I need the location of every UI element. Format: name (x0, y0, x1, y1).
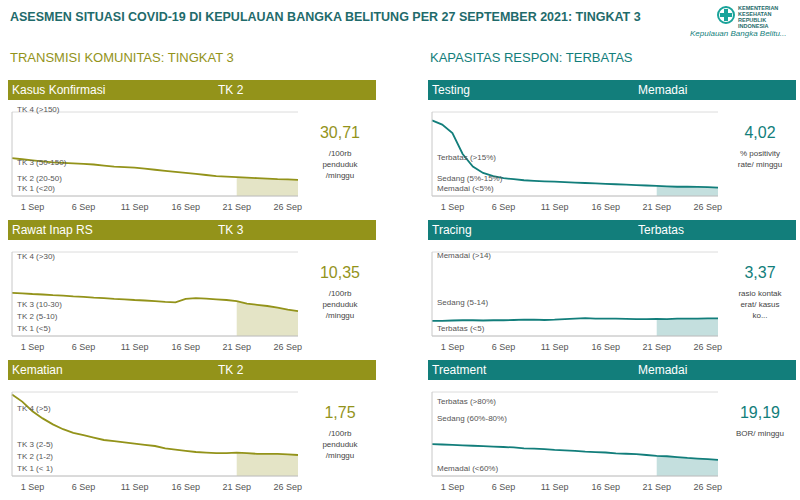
html-text:Kasus Konfirmasi: Kasus Konfirmasi (12, 83, 106, 97)
svg-text:Sedang (60%-80%): Sedang (60%-80%) (437, 414, 507, 423)
svg-text:16 Sep: 16 Sep (591, 482, 620, 492)
svg-text:21 Sep: 21 Sep (222, 202, 251, 212)
html-text:TK 3: TK 3 (218, 223, 244, 237)
svg-text:11 Sep: 11 Sep (541, 202, 569, 212)
svg-text:6 Sep: 6 Sep (72, 202, 96, 212)
svg-text:TK 4 (>150): TK 4 (>150) (17, 105, 60, 114)
html-text:Tracing: Tracing (432, 223, 472, 237)
svg-text:Sedang (5%-15%): Sedang (5%-15%) (437, 174, 503, 183)
svg-text:TK 3 (50-150): TK 3 (50-150) (17, 158, 67, 167)
svg-text:TK 1 (<5): TK 1 (<5) (17, 324, 51, 333)
html-text:Testing: Testing (432, 83, 470, 97)
html-text:Memadai: Memadai (638, 83, 688, 97)
svg-text:21 Sep: 21 Sep (642, 202, 671, 212)
svg-text:TK 2 (5-10): TK 2 (5-10) (17, 312, 58, 321)
svg-text:Terbatas (<5): Terbatas (<5) (437, 324, 485, 333)
svg-text:1 Sep: 1 Sep (441, 342, 465, 352)
html-text:Terbatas: Terbatas (638, 223, 684, 237)
svg-text:16 Sep: 16 Sep (171, 342, 200, 352)
svg-text:26 Sep: 26 Sep (274, 202, 303, 212)
html-text:3,37: 3,37 (744, 264, 776, 281)
html-text:BOR/ minggu: BOR/ minggu (736, 429, 784, 438)
html-text:/100rb penduduk /minggu: /100rb penduduk /minggu (322, 149, 358, 180)
html-text:/100rb penduduk /minggu: /100rb penduduk /minggu (322, 429, 358, 460)
svg-text:TK 4 (>30): TK 4 (>30) (17, 252, 55, 261)
html-text:TK 2: TK 2 (218, 83, 244, 97)
svg-text:26 Sep: 26 Sep (274, 342, 303, 352)
html-text:30,71: 30,71 (320, 124, 360, 141)
svg-text:6 Sep: 6 Sep (492, 482, 516, 492)
svg-text:Sedang (5-14): Sedang (5-14) (437, 298, 488, 307)
svg-text:16 Sep: 16 Sep (171, 482, 200, 492)
svg-text:TK 1 (<20): TK 1 (<20) (17, 184, 55, 193)
svg-text:Terbatas (>80%): Terbatas (>80%) (437, 397, 496, 406)
svg-text:26 Sep: 26 Sep (694, 202, 723, 212)
html-text:% positivity rate/ minggu: % positivity rate/ minggu (737, 149, 783, 169)
svg-text:6 Sep: 6 Sep (72, 482, 96, 492)
svg-text:6 Sep: 6 Sep (492, 202, 516, 212)
html-text:TK 2: TK 2 (218, 363, 244, 377)
svg-text:21 Sep: 21 Sep (642, 482, 671, 492)
svg-text:26 Sep: 26 Sep (694, 482, 723, 492)
svg-text:16 Sep: 16 Sep (171, 202, 200, 212)
svg-text:21 Sep: 21 Sep (222, 342, 251, 352)
svg-text:1 Sep: 1 Sep (21, 202, 45, 212)
svg-text:21 Sep: 21 Sep (642, 342, 671, 352)
html-text:Rawat Inap RS: Rawat Inap RS (12, 223, 93, 237)
svg-text:26 Sep: 26 Sep (694, 342, 723, 352)
svg-text:6 Sep: 6 Sep (492, 342, 516, 352)
svg-text:Memadai (<5%): Memadai (<5%) (437, 184, 494, 193)
html-text:/100rb penduduk /minggu: /100rb penduduk /minggu (322, 289, 358, 320)
html-text:REPUBLIK: REPUBLIK (738, 17, 767, 23)
svg-text:26 Sep: 26 Sep (274, 482, 303, 492)
html-text:Kepulauan Bangka Belitu...: Kepulauan Bangka Belitu... (690, 29, 787, 38)
html-text:INDONESIA: INDONESIA (738, 23, 769, 29)
svg-text:11 Sep: 11 Sep (121, 342, 149, 352)
svg-text:Memadai (<60%): Memadai (<60%) (437, 464, 498, 473)
svg-text:TK 3 (2-5): TK 3 (2-5) (17, 440, 53, 449)
svg-text:16 Sep: 16 Sep (591, 202, 620, 212)
html-text:rasio kontak erat/ kasus ko...: rasio kontak erat/ kasus ko... (738, 289, 782, 320)
svg-text:TK 2 (1-2): TK 2 (1-2) (17, 452, 53, 461)
html-text:KESEHATAN: KESEHATAN (738, 11, 772, 17)
html-text:TRANSMISI KOMUNITAS: TINGKAT 3: TRANSMISI KOMUNITAS: TINGKAT 3 (10, 50, 234, 65)
svg-text:TK 1 (< 1): TK 1 (< 1) (17, 464, 53, 473)
svg-text:TK 3 (10-30): TK 3 (10-30) (17, 300, 62, 309)
svg-text:TK 4 (>5): TK 4 (>5) (17, 404, 51, 413)
svg-text:Memadai (>14): Memadai (>14) (437, 251, 491, 260)
svg-text:1 Sep: 1 Sep (21, 482, 45, 492)
svg-text:11 Sep: 11 Sep (541, 482, 569, 492)
html-text:4,02: 4,02 (744, 124, 776, 141)
html-text:19,19: 19,19 (740, 404, 780, 421)
html-text:KAPASITAS RESPON: TERBATAS: KAPASITAS RESPON: TERBATAS (430, 50, 633, 65)
svg-text:6 Sep: 6 Sep (72, 342, 96, 352)
svg-text:1 Sep: 1 Sep (21, 342, 45, 352)
svg-text:11 Sep: 11 Sep (541, 342, 569, 352)
svg-text:1 Sep: 1 Sep (441, 482, 465, 492)
html-text:10,35: 10,35 (320, 264, 360, 281)
html-text:ASESMEN SITUASI COVID-19 DI KE: ASESMEN SITUASI COVID-19 DI KEPULAUAN BA… (10, 10, 641, 24)
svg-text:16 Sep: 16 Sep (591, 342, 620, 352)
svg-text:11 Sep: 11 Sep (121, 482, 149, 492)
svg-text:Terbatas (>15%): Terbatas (>15%) (437, 153, 496, 162)
svg-text:11 Sep: 11 Sep (121, 202, 149, 212)
svg-text:21 Sep: 21 Sep (222, 482, 251, 492)
html-text:Treatment: Treatment (432, 363, 487, 377)
html-text:Kematian: Kematian (12, 363, 63, 377)
html-text:1,75: 1,75 (324, 404, 356, 421)
html-text:Memadai: Memadai (638, 363, 688, 377)
svg-text:TK 2 (20-50): TK 2 (20-50) (17, 174, 62, 183)
html-text:KEMENTERIAN: KEMENTERIAN (738, 5, 779, 11)
svg-text:1 Sep: 1 Sep (441, 202, 465, 212)
